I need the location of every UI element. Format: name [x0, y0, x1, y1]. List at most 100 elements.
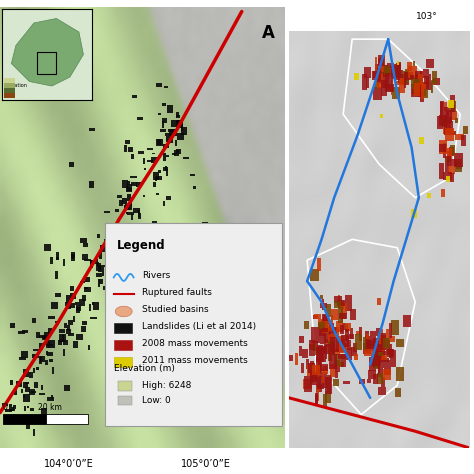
- Bar: [128, 181, 130, 185]
- Bar: [378, 338, 383, 353]
- Bar: [23, 382, 28, 388]
- Bar: [132, 94, 137, 98]
- Bar: [104, 265, 107, 267]
- Bar: [373, 87, 382, 100]
- Bar: [449, 101, 456, 112]
- Bar: [176, 112, 180, 117]
- Bar: [109, 233, 113, 239]
- Bar: [450, 100, 453, 107]
- Bar: [127, 193, 131, 201]
- Bar: [333, 379, 339, 385]
- Bar: [125, 204, 132, 210]
- Bar: [451, 105, 455, 112]
- Bar: [439, 115, 447, 126]
- Bar: [317, 377, 321, 389]
- Bar: [345, 323, 351, 331]
- Bar: [385, 73, 393, 79]
- Bar: [70, 293, 76, 299]
- Bar: [310, 269, 319, 282]
- Bar: [67, 326, 70, 331]
- Bar: [47, 397, 54, 401]
- Bar: [16, 382, 22, 387]
- Bar: [103, 286, 107, 290]
- Bar: [382, 340, 385, 344]
- Bar: [411, 210, 418, 218]
- Bar: [42, 336, 48, 340]
- Bar: [64, 323, 67, 328]
- Bar: [321, 321, 328, 328]
- Bar: [156, 139, 163, 146]
- Bar: [125, 140, 129, 145]
- Bar: [420, 92, 424, 101]
- Bar: [454, 153, 463, 167]
- Bar: [4, 78, 15, 83]
- Bar: [330, 337, 338, 352]
- Bar: [390, 83, 394, 91]
- Bar: [114, 323, 132, 333]
- Bar: [153, 182, 156, 187]
- Bar: [364, 67, 371, 78]
- Bar: [118, 396, 132, 405]
- Text: 2011 mass movements: 2011 mass movements: [142, 356, 248, 365]
- Bar: [335, 360, 339, 372]
- Bar: [75, 302, 79, 305]
- Text: 20 km: 20 km: [38, 403, 62, 412]
- Bar: [99, 251, 102, 258]
- Bar: [114, 340, 132, 350]
- Bar: [365, 331, 370, 345]
- Bar: [420, 77, 422, 91]
- Bar: [29, 389, 36, 395]
- Bar: [332, 327, 337, 333]
- Bar: [318, 376, 324, 389]
- Bar: [163, 167, 168, 172]
- Bar: [440, 102, 443, 115]
- Bar: [89, 128, 95, 131]
- Bar: [345, 295, 352, 311]
- Bar: [144, 168, 146, 170]
- Bar: [138, 213, 141, 219]
- Bar: [335, 371, 338, 378]
- Bar: [69, 303, 75, 308]
- Bar: [380, 70, 383, 77]
- Bar: [55, 271, 58, 279]
- Bar: [162, 121, 164, 128]
- Bar: [386, 340, 391, 355]
- Bar: [148, 273, 151, 277]
- Bar: [310, 370, 313, 383]
- Bar: [170, 264, 173, 271]
- Bar: [167, 139, 173, 144]
- Bar: [95, 259, 98, 264]
- Bar: [325, 377, 332, 394]
- Bar: [377, 68, 381, 82]
- Bar: [318, 362, 322, 377]
- Polygon shape: [115, 306, 132, 317]
- Bar: [147, 160, 153, 162]
- Bar: [110, 299, 115, 306]
- Bar: [156, 83, 162, 87]
- Bar: [153, 173, 159, 180]
- Bar: [162, 118, 167, 123]
- Bar: [354, 354, 357, 360]
- Bar: [390, 350, 396, 367]
- Bar: [363, 343, 371, 354]
- Bar: [443, 121, 451, 134]
- Bar: [395, 339, 404, 347]
- Bar: [419, 84, 422, 97]
- Bar: [367, 379, 371, 383]
- Bar: [72, 252, 75, 258]
- Bar: [50, 256, 54, 264]
- Bar: [85, 277, 90, 282]
- Bar: [403, 316, 411, 327]
- Bar: [407, 62, 412, 72]
- Bar: [337, 301, 345, 306]
- Bar: [340, 362, 344, 366]
- Bar: [97, 234, 100, 238]
- Bar: [340, 343, 347, 352]
- Bar: [383, 70, 391, 75]
- Bar: [379, 344, 385, 360]
- Bar: [32, 354, 39, 358]
- Bar: [133, 208, 139, 213]
- FancyBboxPatch shape: [105, 223, 282, 426]
- Bar: [178, 225, 182, 231]
- Bar: [119, 299, 122, 301]
